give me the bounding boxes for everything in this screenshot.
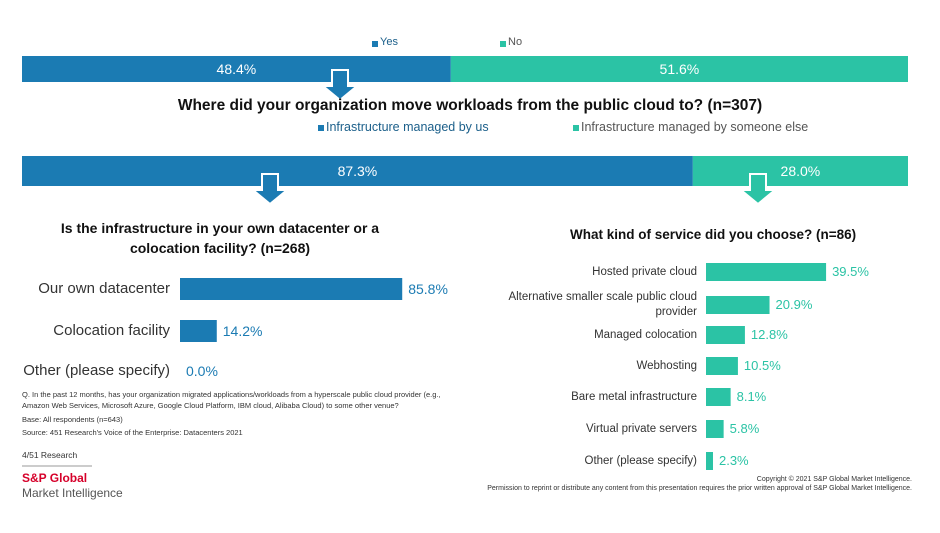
value-label: 12.8% (750, 327, 788, 342)
logo-name: S&P Global (22, 471, 88, 485)
chart-title: Is the infrastructure in your own datace… (60, 220, 380, 257)
bar (706, 326, 745, 344)
legend-label: Infrastructure managed by us (326, 120, 489, 134)
category-label: Our own datacenter (38, 280, 170, 298)
value-label: 39.5% (832, 264, 869, 279)
value-label: 2.3% (718, 453, 749, 468)
legend-label: Infrastructure managed by someone else (581, 120, 809, 134)
bar (706, 452, 713, 470)
bar (706, 357, 738, 375)
value-label: 14.2% (222, 323, 263, 339)
value-label: 10.5% (743, 358, 781, 373)
bar (706, 296, 770, 314)
bar-segment (692, 156, 908, 186)
chart-title: What kind of service did you choose? (n=… (570, 227, 857, 242)
legend-label: Yes (380, 36, 398, 48)
value-label: 5.8% (729, 421, 760, 436)
category-label: Other (please specify) (23, 362, 170, 380)
value-label: 87.3% (337, 163, 378, 179)
category-label: Bare metal infrastructure (571, 390, 697, 403)
category-label: Alternative smaller scale public cloud p… (508, 291, 697, 318)
bar-segment (450, 56, 908, 82)
legend-swatch (500, 41, 506, 47)
arrow (320, 69, 360, 102)
category-label: Virtual private servers (586, 422, 697, 435)
value-label: 28.0% (780, 163, 821, 179)
legend-swatch (573, 125, 579, 131)
publisher: 4/51 Research (22, 450, 78, 460)
bar (180, 278, 403, 300)
note-source: Source: 451 Research's Voice of the Ente… (22, 428, 243, 437)
copyright: Permission to reprint or distribute any … (487, 485, 912, 492)
legend-swatch (318, 125, 324, 131)
bar-segment (22, 156, 693, 186)
note-base: Base: All respondents (n=643) (22, 415, 123, 424)
category-label: Webhosting (636, 359, 697, 372)
bar (706, 263, 827, 281)
category-label: Other (please specify) (584, 454, 698, 467)
legend-swatch (372, 41, 378, 47)
value-label: 48.4% (216, 61, 257, 77)
value-label: 8.1% (736, 389, 767, 404)
category-label: Hosted private cloud (592, 265, 697, 278)
logo-subtitle: Market Intelligence (22, 486, 123, 500)
chart-title: Where did your organization move workloa… (177, 97, 763, 114)
arrow (250, 173, 290, 206)
category-label: Colocation facility (53, 322, 170, 340)
bar (706, 420, 724, 438)
arrow (738, 173, 778, 206)
value-label: 20.9% (775, 297, 813, 312)
legend-label: No (508, 36, 523, 48)
bar (180, 320, 217, 342)
category-label: Managed colocation (594, 328, 697, 341)
note-question: Q. In the past 12 months, has your organ… (22, 390, 441, 411)
bar-segment (22, 56, 451, 82)
bar (706, 388, 731, 406)
value-label: 85.8% (408, 281, 448, 297)
value-label: 51.6% (659, 61, 700, 77)
copyright: Copyright © 2021 S&P Global Market Intel… (756, 476, 912, 483)
value-label: 0.0% (186, 363, 218, 379)
